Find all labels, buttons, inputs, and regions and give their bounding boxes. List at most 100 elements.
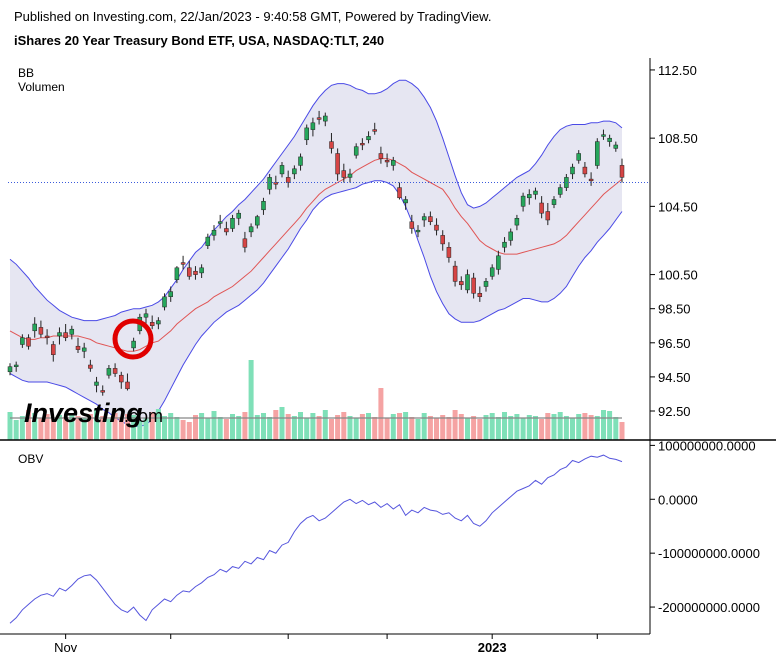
volume-bar <box>366 413 371 440</box>
candle-body <box>242 238 248 248</box>
volume-bar <box>335 415 341 440</box>
published-note: Published on Investing.com, 22/Jan/2023 … <box>14 9 492 24</box>
candle-body <box>483 281 489 287</box>
candle-body <box>527 194 532 199</box>
candle-body <box>193 270 198 275</box>
candle-body <box>329 141 334 149</box>
bollinger-band-layer <box>9 79 623 427</box>
volume-bar <box>63 417 69 440</box>
volume-bar <box>316 416 322 440</box>
obv-layer <box>9 454 623 624</box>
candle-body <box>156 320 161 325</box>
candle-body <box>13 364 19 367</box>
volume-bar <box>217 417 223 440</box>
candle-body <box>44 335 50 338</box>
candle-body <box>452 265 458 282</box>
volume-bar <box>359 414 365 440</box>
volume-bar <box>13 420 19 440</box>
volume-bar <box>304 418 310 440</box>
volume-bar <box>458 414 464 440</box>
bollinger-basis-line <box>9 158 623 352</box>
volume-bar <box>390 414 396 440</box>
candle-body <box>7 366 13 373</box>
candle-body <box>582 166 588 175</box>
volume-bar <box>483 415 489 440</box>
candle-body <box>119 374 124 383</box>
volume-bar <box>193 415 198 440</box>
candle-body <box>323 115 328 122</box>
bollinger-upper-line <box>9 79 623 322</box>
candle-body <box>88 364 93 369</box>
candle-body <box>217 221 223 224</box>
volume-bar <box>582 413 588 440</box>
candle-body <box>267 177 272 190</box>
volume-bar <box>322 410 328 440</box>
volume-bar <box>533 416 538 440</box>
candle-body <box>514 218 520 226</box>
candle-body <box>168 291 173 297</box>
volume-bar <box>539 419 545 440</box>
volume-bar <box>168 413 174 440</box>
volume-bar <box>421 413 427 440</box>
candle-body <box>347 173 353 178</box>
candle-body <box>366 136 371 141</box>
price-tick-label: 92.50 <box>658 404 691 419</box>
volume-bar <box>230 414 235 440</box>
volume-bar <box>570 418 575 440</box>
volume-bar <box>613 417 619 440</box>
candle-body <box>551 199 557 205</box>
candle-body <box>391 160 396 166</box>
candle-body <box>415 229 421 233</box>
candle-body <box>224 228 229 233</box>
volume-bar <box>267 417 273 440</box>
volume-bar <box>38 418 44 440</box>
volume-bar <box>465 418 470 440</box>
volume-bar <box>557 412 563 440</box>
candle-body <box>187 267 192 277</box>
candle-body <box>545 211 551 221</box>
volume-bar <box>118 417 124 440</box>
candle-body <box>94 381 99 386</box>
candle-body <box>601 134 606 137</box>
candle-body <box>205 236 211 246</box>
volume-bar <box>588 415 594 440</box>
candle-body <box>211 229 217 236</box>
volume-bar <box>397 413 402 440</box>
volume-bar <box>87 414 93 440</box>
candle-body <box>335 153 340 175</box>
candle-body <box>353 146 359 156</box>
volume-bar <box>372 417 378 440</box>
volume-bar <box>384 418 390 440</box>
volume-bar <box>427 416 433 440</box>
volume-bar <box>452 410 458 440</box>
volume-bar <box>341 412 347 440</box>
bollinger-band-fill <box>10 80 622 427</box>
volume-bar <box>57 415 62 440</box>
candle-body <box>557 187 563 195</box>
candle-body <box>63 332 68 338</box>
volume-bar <box>211 411 217 440</box>
volume-bar <box>415 419 421 440</box>
svg-text:Investing: Investing <box>24 398 143 428</box>
volume-bar <box>545 413 551 440</box>
obv-line <box>9 454 623 624</box>
price-tick-label: 98.50 <box>658 302 691 317</box>
candle-body <box>384 160 390 163</box>
candle-body <box>149 322 155 326</box>
candle-body <box>143 313 149 318</box>
price-tick-label: 100.50 <box>658 268 698 283</box>
obv-tick-label: 100000000.0000 <box>658 438 756 453</box>
candle-body <box>285 177 291 183</box>
candle-body <box>174 267 180 280</box>
candle-body <box>465 274 470 291</box>
volume-bar <box>94 410 99 440</box>
candle-body <box>292 168 297 175</box>
volume-bar <box>26 410 31 440</box>
candle-body <box>613 144 619 149</box>
candle-body <box>440 235 445 245</box>
volume-bar <box>508 416 514 440</box>
svg-text:.com: .com <box>124 406 163 426</box>
candle-body <box>459 281 464 286</box>
volume-bar <box>106 419 112 440</box>
